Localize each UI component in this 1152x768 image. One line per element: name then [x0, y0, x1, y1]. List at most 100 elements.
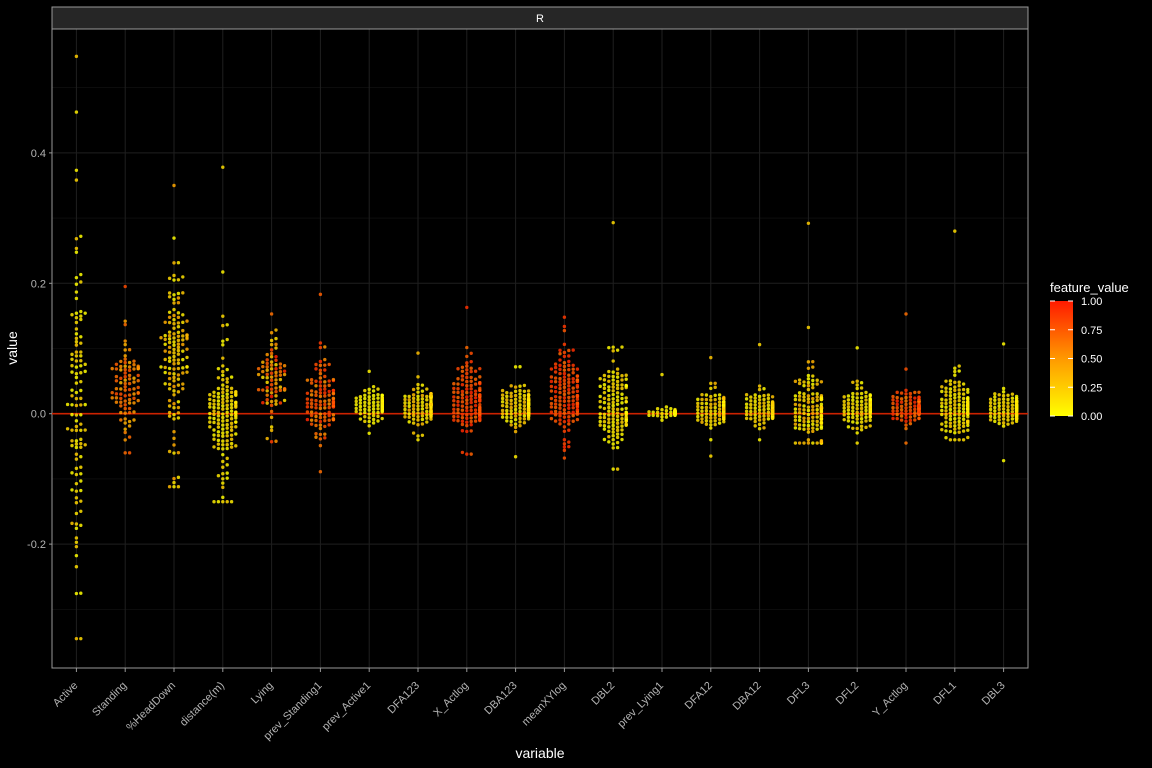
data-point: [904, 423, 908, 427]
data-point: [505, 390, 509, 395]
data-point: [79, 354, 83, 358]
data-point: [221, 323, 225, 328]
data-point: [602, 400, 607, 405]
data-point: [465, 368, 469, 372]
data-point: [913, 400, 917, 404]
data-point: [997, 393, 1001, 397]
data-point: [127, 373, 132, 378]
data-point: [806, 420, 811, 424]
data-point: [811, 415, 815, 419]
data-point: [1001, 424, 1006, 428]
data-point: [181, 320, 185, 325]
data-point: [567, 399, 571, 403]
data-point: [172, 313, 176, 318]
data-point: [948, 438, 953, 442]
data-point: [465, 390, 469, 395]
data-point: [505, 415, 509, 420]
data-point: [83, 369, 87, 374]
data-point: [908, 391, 913, 396]
data-point: [802, 441, 806, 445]
data-point: [513, 401, 518, 405]
data-point: [456, 377, 460, 381]
data-point: [127, 360, 132, 365]
data-point: [460, 400, 465, 404]
data-point: [717, 413, 722, 418]
data-point: [562, 442, 567, 446]
data-point: [1006, 422, 1010, 426]
data-point: [957, 384, 961, 388]
data-point: [655, 410, 660, 415]
data-point: [744, 402, 749, 406]
data-point: [172, 326, 176, 330]
data-point: [469, 397, 473, 402]
data-point: [274, 394, 278, 398]
data-point: [176, 485, 181, 489]
data-point: [651, 413, 655, 418]
data-point: [221, 383, 225, 387]
data-point: [1006, 405, 1010, 409]
data-point: [655, 414, 660, 418]
data-point: [172, 343, 176, 347]
data-point: [123, 388, 127, 392]
data-point: [167, 359, 172, 364]
data-point: [323, 432, 327, 436]
data-point: [309, 405, 314, 409]
data-point: [469, 375, 473, 380]
data-point: [562, 361, 567, 365]
data-point: [917, 395, 921, 399]
data-point: [647, 410, 651, 414]
data-point: [762, 397, 766, 402]
data-point: [225, 418, 229, 423]
data-point: [278, 366, 283, 370]
data-point: [1010, 396, 1015, 400]
data-point: [127, 387, 132, 392]
data-point: [269, 391, 274, 395]
data-point: [323, 368, 327, 372]
data-point: [265, 385, 269, 390]
data-point: [371, 410, 376, 415]
data-point: [221, 443, 225, 447]
data-point: [305, 405, 310, 409]
data-point: [815, 382, 819, 386]
data-point: [185, 355, 189, 360]
data-point: [966, 435, 970, 440]
data-point: [797, 394, 802, 398]
data-point: [553, 362, 558, 366]
data-point: [212, 394, 216, 398]
data-point: [172, 297, 176, 302]
data-point: [132, 387, 136, 391]
data-point: [770, 395, 775, 399]
data-point: [957, 364, 961, 368]
data-point: [518, 409, 522, 414]
data-point: [615, 407, 620, 412]
data-point: [327, 383, 331, 388]
data-point: [895, 402, 899, 407]
data-point: [904, 415, 908, 420]
data-point: [558, 395, 562, 400]
data-point: [607, 393, 611, 398]
data-point: [478, 366, 482, 371]
data-point: [403, 397, 407, 402]
data-point: [460, 450, 465, 455]
data-point: [851, 412, 855, 416]
data-point: [1010, 406, 1015, 411]
data-point: [229, 390, 234, 395]
data-point: [216, 421, 221, 426]
data-point: [793, 379, 798, 384]
data-point: [229, 428, 234, 432]
data-point: [749, 402, 753, 407]
data-point: [79, 309, 83, 314]
data-point: [274, 370, 278, 375]
data-point: [806, 377, 811, 381]
data-point: [948, 382, 953, 386]
data-point: [611, 467, 615, 471]
data-point: [456, 390, 460, 395]
data-point: [167, 310, 172, 315]
data-point: [221, 412, 225, 416]
data-point: [74, 396, 79, 401]
data-point: [123, 427, 127, 431]
data-point: [327, 410, 331, 415]
data-point: [1010, 399, 1015, 404]
data-point: [615, 445, 620, 450]
data-point: [571, 390, 575, 394]
